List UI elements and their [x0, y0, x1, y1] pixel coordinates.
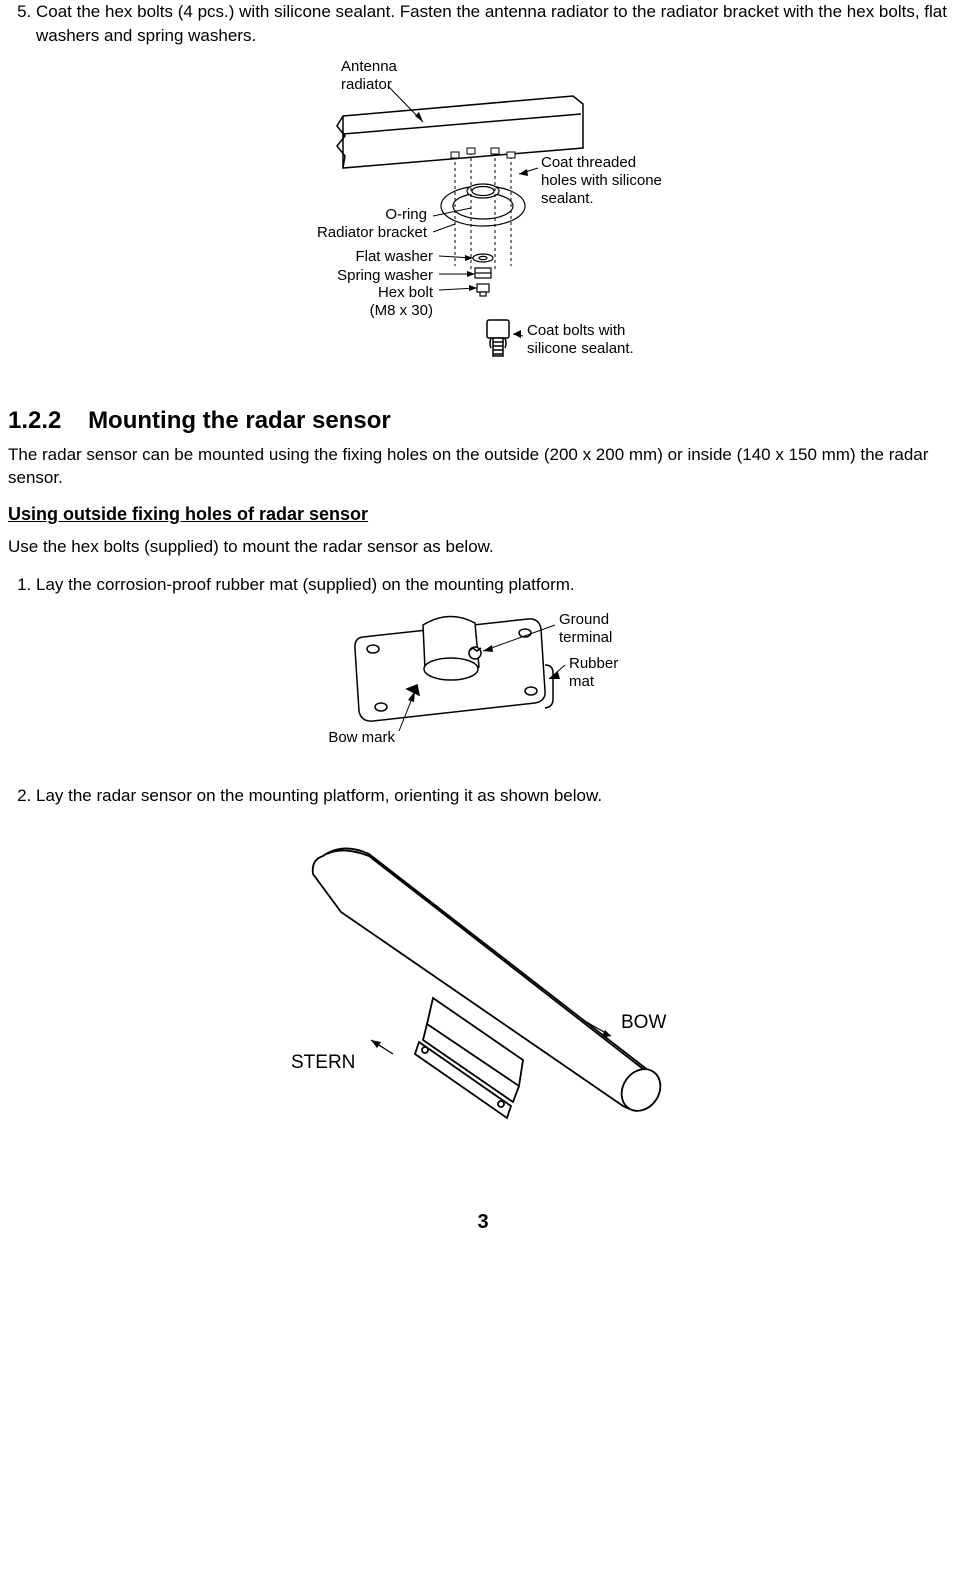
substep-1-text: Lay the corrosion-proof rubber mat (supp… [36, 575, 575, 594]
label-bow: BOW [621, 1012, 666, 1035]
substep-1: Lay the corrosion-proof rubber mat (supp… [36, 573, 958, 597]
subsection-intro: Use the hex bolts (supplied) to mount th… [8, 535, 958, 559]
section-heading: 1.2.2 Mounting the radar sensor [8, 407, 958, 435]
label-bow-mark: Bow mark [328, 729, 395, 747]
section-number: 1.2.2 [8, 407, 61, 434]
subsection-heading: Using outside fixing holes of radar sens… [8, 504, 958, 525]
label-coat-holes: Coat threadedholes with siliconesealant. [541, 154, 662, 208]
label-coat-bolts: Coat bolts withsilicone sealant. [527, 322, 634, 358]
label-radiator-bracket: Radiator bracket [317, 224, 427, 242]
step-5: Coat the hex bolts (4 pcs.) with silicon… [36, 0, 958, 48]
section-intro: The radar sensor can be mounted using th… [8, 443, 958, 491]
label-stern: STERN [291, 1052, 355, 1075]
label-spring-washer: Spring washer [337, 267, 433, 285]
figure-radar-orientation [223, 816, 743, 1146]
label-flat-washer: Flat washer [355, 248, 433, 266]
label-antenna-radiator: Antennaradiator [341, 58, 397, 94]
section-title: Mounting the radar sensor [88, 407, 391, 434]
figure-antenna-assembly [223, 56, 743, 376]
label-rubber-mat: Rubbermat [569, 655, 618, 691]
page-number: 3 [8, 1211, 958, 1234]
substep-2: Lay the radar sensor on the mounting pla… [36, 784, 958, 808]
step-5-text: Coat the hex bolts (4 pcs.) with silicon… [36, 2, 947, 45]
label-o-ring: O-ring [385, 206, 427, 224]
substep-2-text: Lay the radar sensor on the mounting pla… [36, 786, 602, 805]
label-ground-terminal: Groundterminal [559, 611, 612, 647]
label-hex-bolt: Hex bolt(M8 x 30) [370, 284, 433, 320]
